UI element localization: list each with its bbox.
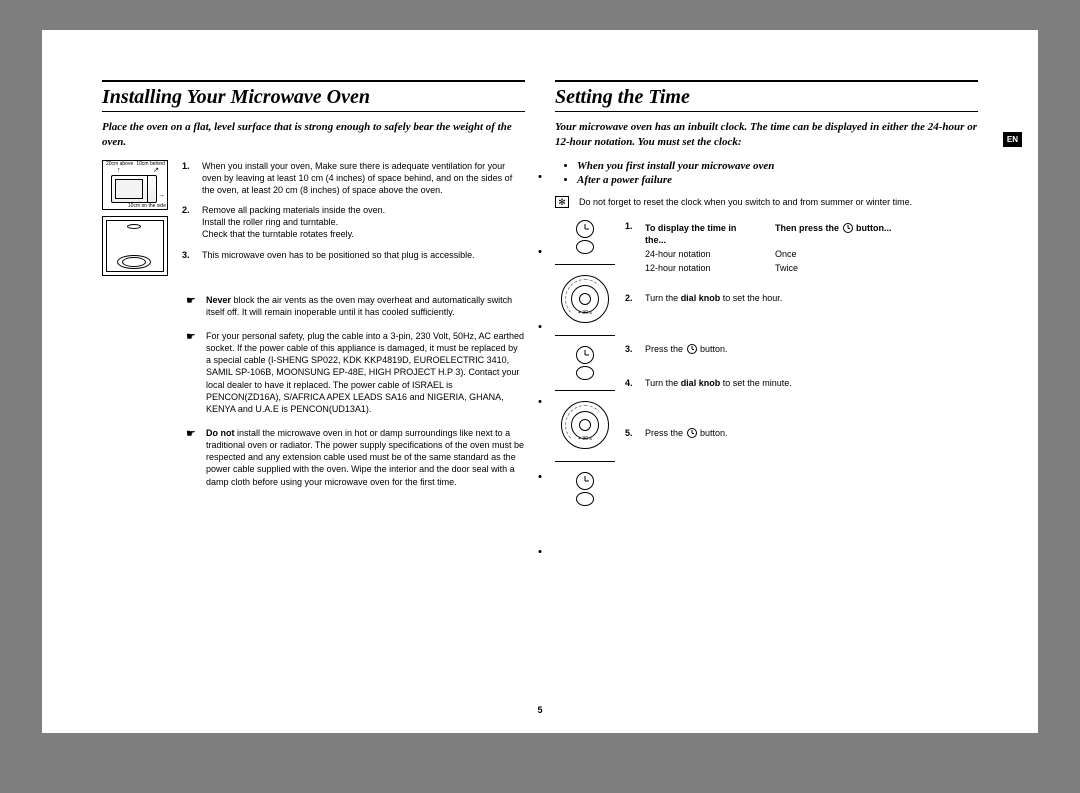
section-title-install: Installing Your Microwave Oven: [102, 86, 525, 109]
bullet-item: After a power failure: [577, 174, 978, 186]
bullet-item: When you first install your microwave ov…: [577, 160, 978, 172]
warning-text: Do not install the microwave oven in hot…: [206, 427, 525, 488]
dial-knob-icon: + 30 s: [561, 401, 609, 449]
dial-knob-icon: + 30 s: [561, 275, 609, 323]
time-bullets: When you first install your microwave ov…: [555, 160, 978, 186]
right-column: Setting the Time Your microwave oven has…: [555, 80, 978, 516]
column-divider: [539, 175, 542, 553]
pointer-icon: ☛: [186, 330, 200, 415]
pointer-icon: ☛: [186, 427, 200, 488]
step-text: Remove all packing materials inside the …: [202, 204, 525, 240]
page-number: 5: [537, 705, 542, 715]
rule-under-title: [102, 111, 525, 112]
step-text: Press the button.: [645, 343, 978, 355]
step-num: 3.: [625, 343, 639, 355]
clock-button-icon: [568, 346, 602, 380]
step-text: When you install your oven, Make sure th…: [202, 160, 525, 196]
step-text-column: 1. To display the time in the... Then pr…: [625, 220, 978, 516]
clock-button-icon: [568, 472, 602, 506]
install-step-1: 20cm above 10cm behind ↑ ↗ → 10cm on the…: [102, 160, 525, 282]
step-icons-column: + 30 s + 30 s: [555, 220, 615, 516]
clock-icon: [687, 344, 697, 354]
step-num: 1.: [182, 160, 196, 196]
manual-page: EN Installing Your Microwave Oven Place …: [42, 30, 1038, 733]
step-text: Turn the dial knob to set the hour.: [645, 292, 978, 304]
step-num: 1.: [625, 220, 639, 275]
step-num: 4.: [625, 377, 639, 389]
step-num: 5.: [625, 427, 639, 439]
clearance-illustration: 20cm above 10cm behind ↑ ↗ → 10cm on the…: [102, 160, 168, 210]
install-intro: Place the oven on a flat, level surface …: [102, 120, 525, 150]
step-num: 3.: [182, 249, 196, 261]
step-1-table: To display the time in the... Then press…: [645, 220, 978, 275]
left-column: Installing Your Microwave Oven Place the…: [102, 80, 525, 516]
rule-top: [555, 80, 978, 82]
step-num: 2.: [625, 292, 639, 304]
warning-text: For your personal safety, plug the cable…: [206, 330, 525, 415]
clock-icon: [687, 428, 697, 438]
note-star-icon: ✻: [555, 196, 569, 208]
warning-text: Never block the air vents as the oven ma…: [206, 294, 525, 318]
section-title-time: Setting the Time: [555, 86, 978, 109]
rule-under-title: [555, 111, 978, 112]
time-steps: + 30 s + 30 s: [555, 220, 978, 516]
step-num: 2.: [182, 204, 196, 240]
note-text: Do not forget to reset the clock when yo…: [579, 196, 978, 208]
time-intro: Your microwave oven has an inbuilt clock…: [555, 120, 978, 150]
rule-top: [102, 80, 525, 82]
warnings-block: ☛ Never block the air vents as the oven …: [102, 294, 525, 488]
step-text: This microwave oven has to be positioned…: [202, 249, 525, 261]
clock-button-icon: [568, 220, 602, 254]
step-text: Press the button.: [645, 427, 978, 439]
language-tab: EN: [1003, 132, 1022, 147]
clock-icon: [843, 223, 853, 233]
pointer-icon: ☛: [186, 294, 200, 318]
step-text: Turn the dial knob to set the minute.: [645, 377, 978, 389]
turntable-illustration: [102, 216, 168, 276]
